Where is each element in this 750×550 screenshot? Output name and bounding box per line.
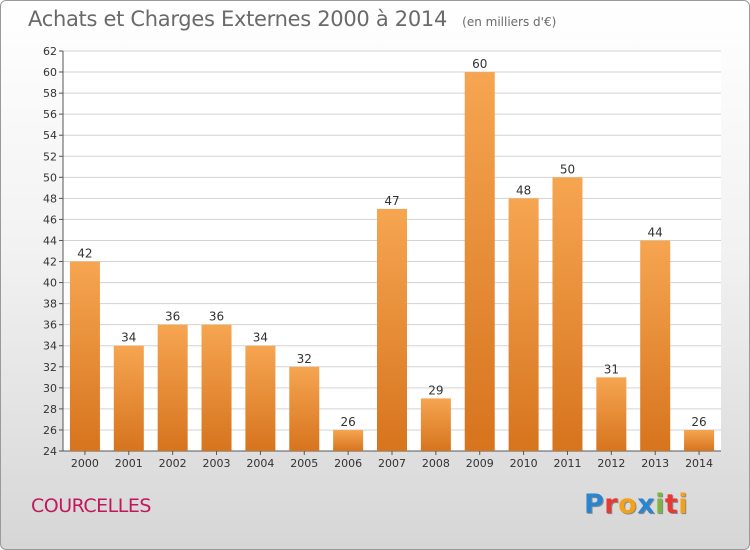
x-tick-label-2009: 2009 bbox=[466, 457, 494, 470]
y-tick-label: 34 bbox=[43, 340, 57, 353]
logo-letter: t bbox=[664, 489, 679, 520]
y-tick-label: 36 bbox=[43, 319, 57, 332]
value-label-2002: 36 bbox=[165, 310, 180, 324]
y-tick-label: 54 bbox=[43, 129, 57, 142]
y-tick-label: 28 bbox=[43, 403, 57, 416]
x-tick-label-2008: 2008 bbox=[422, 457, 450, 470]
y-tick-label: 44 bbox=[43, 234, 57, 247]
logo-letter: i bbox=[678, 489, 689, 520]
x-tick-label-2002: 2002 bbox=[159, 457, 187, 470]
y-tick-label: 24 bbox=[43, 445, 57, 458]
bar-2014 bbox=[684, 429, 715, 451]
y-tick-label: 58 bbox=[43, 87, 57, 100]
x-tick-label-2006: 2006 bbox=[334, 457, 362, 470]
value-label-2008: 29 bbox=[428, 383, 443, 397]
chart-title: Achats et Charges Externes 2000 à 2014 (… bbox=[28, 7, 556, 31]
x-tick-label-2007: 2007 bbox=[378, 457, 406, 470]
logo-letter: x bbox=[637, 489, 656, 520]
labels: 24 26 28 30 32 34 36 38 40 42 44 46 48 50 52 54 56 58 60 62… bbox=[43, 45, 713, 470]
value-label-2005: 32 bbox=[297, 352, 312, 366]
bars bbox=[69, 72, 715, 451]
value-label-2013: 44 bbox=[648, 225, 663, 239]
y-tick-label: 50 bbox=[43, 171, 57, 184]
value-label-2007: 47 bbox=[384, 194, 399, 208]
x-tick-label-2001: 2001 bbox=[115, 457, 143, 470]
commune-name: COURCELLES bbox=[31, 495, 151, 517]
y-tick-label: 40 bbox=[43, 277, 57, 290]
x-tick-label-2010: 2010 bbox=[510, 457, 538, 470]
y-tick-label: 26 bbox=[43, 424, 57, 437]
logo-letter: o bbox=[618, 489, 638, 520]
y-tick-label: 48 bbox=[43, 192, 57, 205]
y-tick-label: 52 bbox=[43, 150, 57, 163]
x-tick-label-2012: 2012 bbox=[597, 457, 625, 470]
bar-2004 bbox=[245, 345, 276, 451]
bar-2000 bbox=[69, 261, 100, 451]
value-label-2009: 60 bbox=[472, 57, 487, 71]
value-label-2001: 34 bbox=[121, 331, 136, 345]
y-tick-label: 30 bbox=[43, 382, 57, 395]
x-tick-label-2005: 2005 bbox=[290, 457, 318, 470]
bar-2009 bbox=[464, 72, 495, 451]
bar-2001 bbox=[113, 345, 144, 451]
bar-2013 bbox=[640, 240, 671, 451]
x-tick-label-2003: 2003 bbox=[203, 457, 231, 470]
y-tick-label: 42 bbox=[43, 256, 57, 269]
y-tick-label: 62 bbox=[43, 45, 57, 58]
bar-2003 bbox=[201, 324, 232, 451]
value-label-2010: 48 bbox=[516, 183, 531, 197]
x-tick-label-2014: 2014 bbox=[685, 457, 713, 470]
unit-text: (en milliers d'€) bbox=[462, 15, 557, 29]
x-tick-label-2000: 2000 bbox=[71, 457, 99, 470]
x-tick-label-2011: 2011 bbox=[553, 457, 581, 470]
value-label-2003: 36 bbox=[209, 310, 224, 324]
bar-2007 bbox=[377, 208, 407, 451]
value-label-2012: 31 bbox=[604, 362, 619, 376]
value-label-2004: 34 bbox=[253, 331, 268, 345]
y-tick-label: 32 bbox=[43, 361, 57, 374]
x-tick-label-2004: 2004 bbox=[246, 457, 274, 470]
bar-2010 bbox=[508, 198, 539, 451]
y-tick-label: 56 bbox=[43, 108, 57, 121]
bar-2005 bbox=[289, 366, 320, 451]
bar-2006 bbox=[333, 429, 364, 451]
proxiti-logo: Proxiti bbox=[584, 489, 688, 520]
value-label-2014: 26 bbox=[691, 415, 706, 429]
bar-2002 bbox=[157, 324, 188, 451]
bar-2008 bbox=[420, 398, 451, 451]
value-label-2000: 42 bbox=[77, 247, 92, 261]
bar-2011 bbox=[552, 177, 583, 451]
logo-letter: r bbox=[604, 489, 619, 520]
bar-2012 bbox=[596, 377, 627, 451]
value-label-2011: 50 bbox=[560, 162, 575, 176]
logo-letter: i bbox=[655, 489, 665, 520]
y-tick-label: 46 bbox=[43, 213, 57, 226]
logo-letter: P bbox=[584, 489, 605, 520]
value-label-2006: 26 bbox=[340, 415, 355, 429]
y-tick-label: 38 bbox=[43, 298, 57, 311]
x-tick-label-2013: 2013 bbox=[641, 457, 669, 470]
y-tick-label: 60 bbox=[43, 66, 57, 79]
title-text: Achats et Charges Externes 2000 à 2014 bbox=[28, 7, 448, 31]
